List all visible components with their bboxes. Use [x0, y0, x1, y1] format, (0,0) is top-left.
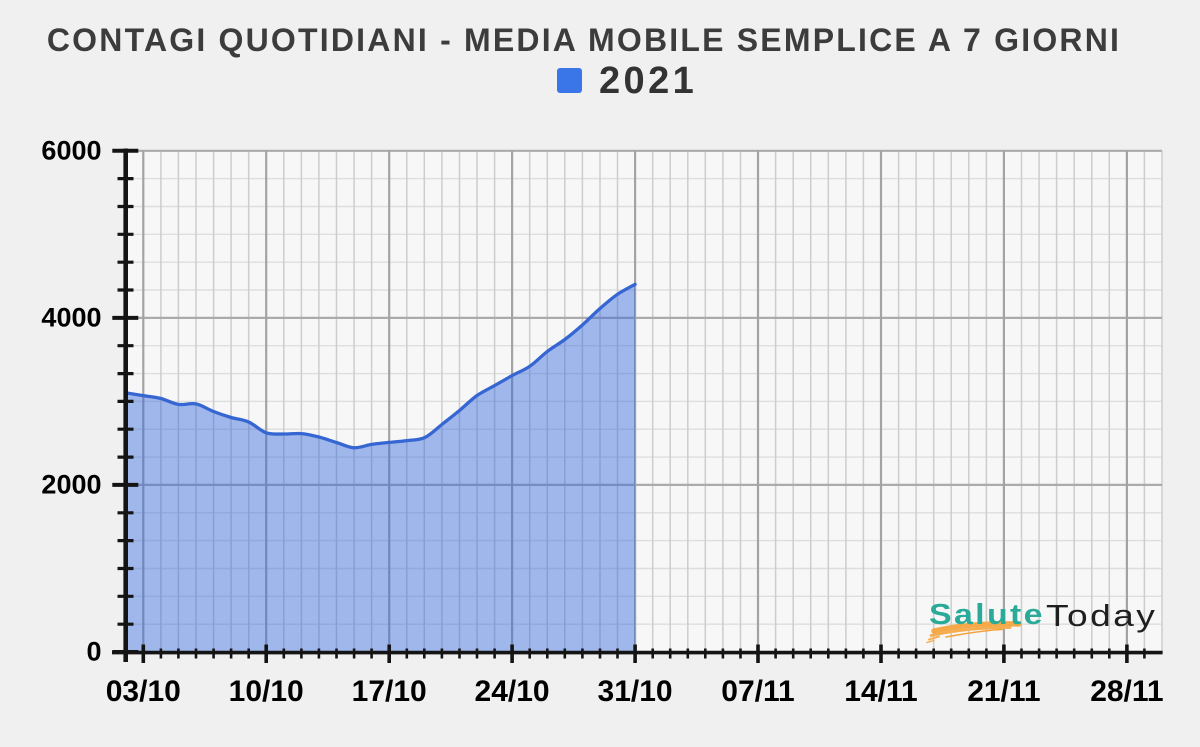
svg-text:03/10: 03/10 [106, 675, 181, 708]
svg-text:31/10: 31/10 [598, 675, 673, 708]
svg-text:0: 0 [86, 637, 101, 667]
svg-text:4000: 4000 [41, 303, 101, 333]
svg-text:28/11: 28/11 [1090, 675, 1163, 708]
svg-text:6000: 6000 [41, 136, 101, 166]
svg-text:17/10: 17/10 [352, 675, 427, 708]
svg-text:2000: 2000 [41, 470, 101, 500]
svg-text:24/10: 24/10 [475, 675, 550, 708]
svg-text:21/11: 21/11 [967, 675, 1040, 708]
svg-text:14/11: 14/11 [844, 675, 917, 708]
svg-text:07/11: 07/11 [721, 675, 794, 708]
svg-text:10/10: 10/10 [229, 675, 304, 708]
